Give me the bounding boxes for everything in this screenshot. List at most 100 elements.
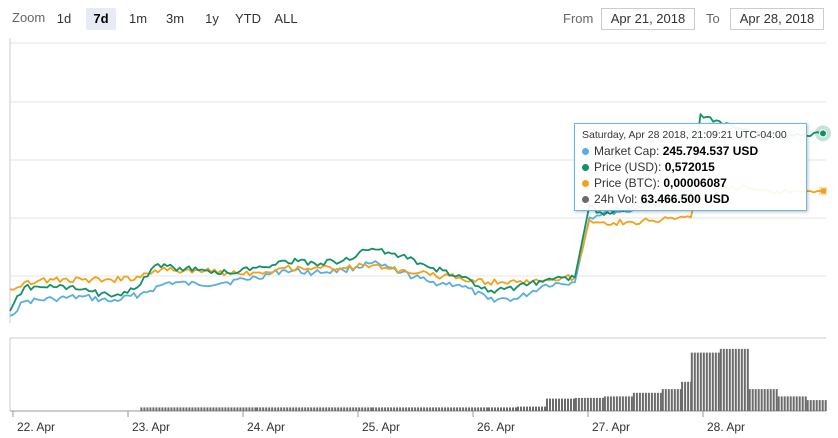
volume-bar: [221, 407, 224, 411]
volume-bar: [372, 407, 375, 411]
volume-bar: [370, 407, 373, 411]
volume-bar: [641, 392, 644, 412]
x-tick-label: 27. Apr: [592, 420, 630, 434]
volume-bar: [200, 407, 203, 411]
volume-bar: [586, 397, 589, 411]
hover-markers: [815, 125, 831, 195]
volume-bar: [809, 400, 812, 411]
to-label: To: [706, 11, 720, 26]
volume-bar: [612, 396, 615, 411]
tooltip-row-price-usd: Price (USD): 0,572015: [582, 159, 799, 175]
from-date-input[interactable]: Apr 21, 2018: [601, 8, 695, 30]
volume-bar: [667, 389, 670, 411]
volume-bar: [301, 407, 304, 411]
volume-dot: [582, 196, 589, 204]
zoom-3m-button[interactable]: 3m: [165, 11, 185, 26]
volume-bar: [432, 407, 435, 411]
volume-bar: [561, 398, 563, 411]
x-tick-label: 22. Apr: [17, 420, 55, 434]
price-chart[interactable]: 22. Apr 23. Apr 24. Apr 25. Apr 26. Apr 27. A…: [0, 38, 838, 438]
volume-bar: [737, 348, 740, 411]
volume-bar: [775, 389, 778, 411]
volume-bar: [647, 392, 650, 412]
zoom-1m-button[interactable]: 1m: [128, 11, 148, 26]
tooltip-row-value: 63.466.500 USD: [640, 192, 730, 206]
volume-bar: [818, 400, 821, 411]
volume-bar: [497, 407, 499, 411]
volume-bar: [387, 407, 390, 411]
zoom-1d-button[interactable]: 1d: [56, 11, 72, 26]
volume-bar: [722, 348, 725, 411]
volume-bar: [515, 407, 517, 411]
volume-bar: [627, 396, 630, 411]
volume-bar: [786, 396, 789, 411]
volume-bar: [638, 392, 641, 412]
volume-bar: [595, 397, 598, 411]
volume-bar: [609, 396, 612, 411]
volume-bar: [503, 407, 505, 411]
volume-bar: [644, 392, 647, 412]
volume-bar: [801, 396, 804, 411]
x-tick-label: 26. Apr: [477, 420, 515, 434]
volume-bar: [766, 389, 769, 411]
volume-bar: [325, 407, 328, 411]
price-usd-hover-marker: [819, 129, 827, 138]
volume-bar: [283, 407, 286, 411]
volume-bar: [815, 400, 818, 411]
volume-bar: [717, 352, 720, 411]
volume-bar: [313, 407, 316, 411]
volume-bar: [743, 348, 746, 411]
volume-bar: [251, 407, 254, 411]
volume-bar: [523, 406, 525, 411]
volume-bar: [268, 407, 271, 411]
volume-bar: [535, 406, 537, 411]
tooltip: Saturday, Apr 28 2018, 21:09:21 UTC-04:0…: [574, 123, 807, 211]
volume-bar: [423, 407, 426, 411]
to-date-input[interactable]: Apr 28, 2018: [730, 8, 824, 30]
volume-bar: [426, 407, 429, 411]
volume-bar: [684, 381, 687, 411]
volume-bar: [757, 389, 760, 411]
volume-bar: [520, 406, 522, 411]
volume-bar: [334, 407, 337, 411]
zoom-7d-button[interactable]: 7d: [86, 8, 116, 30]
volume-bar: [286, 407, 289, 411]
series-line-price-btc: [9, 181, 822, 291]
tooltip-row-name: 24h Vol:: [594, 192, 638, 206]
volume-bar: [751, 389, 754, 411]
volume-bar: [746, 348, 749, 411]
volume-bar: [328, 407, 331, 411]
volume-bar: [179, 407, 182, 411]
volume-bar: [806, 400, 809, 411]
volume-bar: [170, 407, 173, 411]
volume-bar: [664, 389, 667, 411]
volume-bar: [734, 348, 737, 411]
volume-bar: [447, 407, 450, 411]
volume-bar: [429, 407, 432, 411]
volume-bar: [465, 407, 468, 411]
volume-bar: [789, 396, 792, 411]
volume-bar: [477, 407, 480, 411]
volume-bar: [358, 407, 361, 411]
zoom-ytd-button[interactable]: YTD: [235, 11, 261, 26]
zoom-1y-button[interactable]: 1y: [205, 11, 219, 26]
tooltip-row-name: Market Cap:: [594, 144, 660, 158]
volume-bar: [161, 407, 164, 411]
volume-bar: [719, 348, 722, 411]
volume-bar: [696, 352, 699, 411]
volume-bar: [259, 407, 262, 411]
tooltip-row-name: Price (USD):: [594, 160, 662, 174]
volume-bar: [598, 397, 601, 411]
tooltip-row-name: Price (BTC):: [594, 176, 660, 190]
volume-bar: [538, 406, 540, 411]
x-tick-label: 28. Apr: [707, 420, 745, 434]
volume-bar: [381, 407, 384, 411]
volume-bar: [546, 398, 548, 411]
volume-bar: [632, 392, 635, 412]
volume-bar: [194, 407, 197, 411]
zoom-all-button[interactable]: ALL: [274, 11, 298, 26]
volume-bar: [777, 396, 780, 411]
volume-bar: [390, 407, 393, 411]
volume-bar: [405, 407, 408, 411]
volume-bar: [681, 381, 684, 411]
